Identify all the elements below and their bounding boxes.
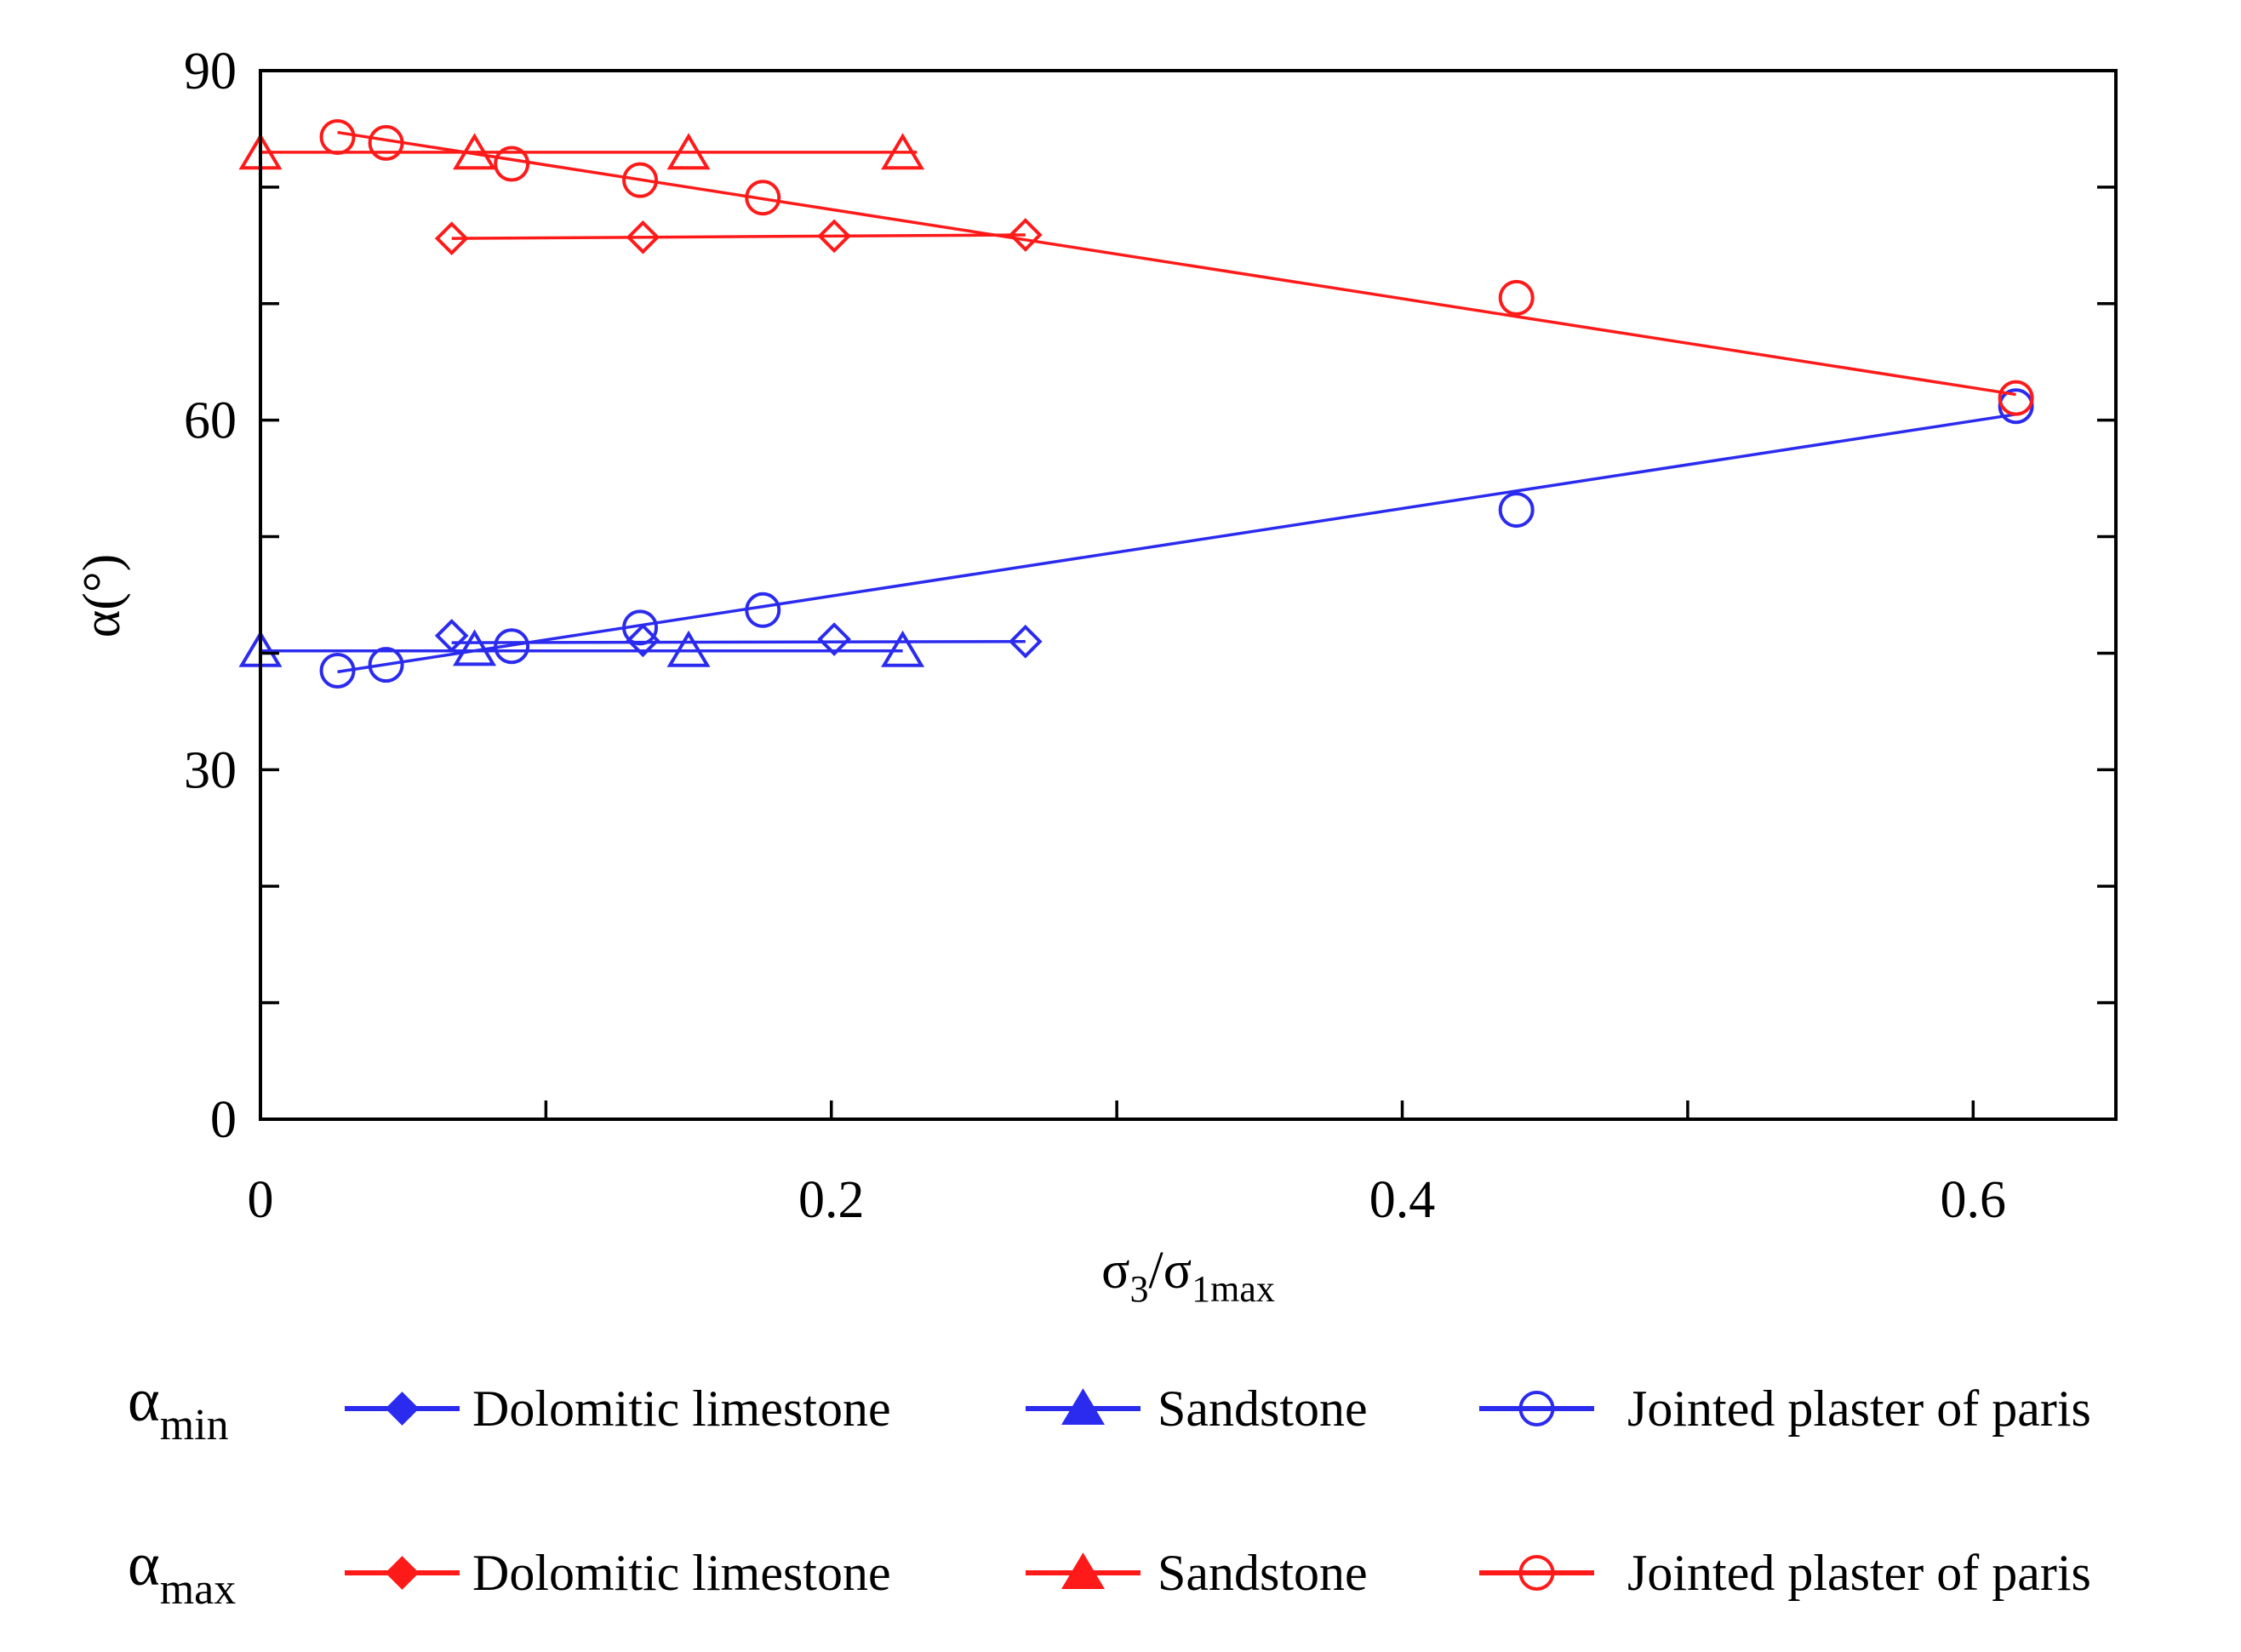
series-line bbox=[451, 233, 1026, 240]
y-tick-label: 30 bbox=[184, 741, 237, 799]
y-tick-label: 60 bbox=[184, 392, 237, 450]
data-point bbox=[745, 592, 781, 628]
data-point bbox=[368, 647, 404, 683]
y-axis-title: α(°) bbox=[73, 554, 131, 638]
legend-label: Sandstone bbox=[1158, 1545, 1368, 1601]
legend-marker bbox=[1518, 1555, 1555, 1591]
data-point bbox=[1498, 492, 1535, 529]
data-point bbox=[494, 628, 530, 665]
series-max-diamond bbox=[434, 218, 1043, 255]
legend-item: Sandstone bbox=[1026, 1545, 1368, 1601]
data-point bbox=[494, 146, 530, 182]
legend-label: Sandstone bbox=[1158, 1380, 1368, 1437]
x-tick-label: 0.4 bbox=[1369, 1171, 1436, 1229]
legend-marker bbox=[385, 1556, 420, 1590]
legend-item: Jointed plaster of paris bbox=[1479, 1545, 2091, 1601]
legend-item: Sandstone bbox=[1026, 1380, 1368, 1437]
data-point bbox=[1009, 624, 1043, 659]
plot-area bbox=[238, 119, 2034, 689]
legend-label: Jointed plaster of paris bbox=[1627, 1545, 2091, 1601]
plot-frame bbox=[259, 69, 2118, 1121]
series-line bbox=[337, 130, 2016, 397]
legend-item: Dolomitic limestone bbox=[345, 1380, 891, 1437]
data-point bbox=[817, 622, 851, 656]
data-point bbox=[319, 652, 356, 689]
legend-row-label-min: αmin bbox=[128, 1366, 229, 1449]
y-tick-label: 0 bbox=[210, 1091, 237, 1149]
data-point bbox=[434, 619, 469, 653]
series-max-circle bbox=[319, 119, 2034, 416]
data-point bbox=[666, 133, 711, 170]
data-point bbox=[881, 630, 925, 667]
series-line bbox=[337, 413, 2016, 674]
legend-label: Jointed plaster of paris bbox=[1627, 1380, 2091, 1437]
legend-label: Dolomitic limestone bbox=[472, 1545, 891, 1601]
axes: 0 30 60 90 0 0.2 0.4 0.6 σ3/σ1max α(°) bbox=[73, 43, 2118, 1310]
data-point bbox=[1998, 388, 2034, 425]
data-point bbox=[1498, 279, 1535, 316]
data-point bbox=[319, 119, 356, 156]
data-point bbox=[622, 609, 659, 646]
data-point bbox=[626, 220, 660, 254]
data-point bbox=[817, 219, 851, 254]
legend-item: Jointed plaster of paris bbox=[1479, 1380, 2091, 1437]
data-point bbox=[745, 180, 781, 216]
data-point bbox=[622, 162, 659, 198]
series-line bbox=[451, 640, 1026, 644]
data-point bbox=[434, 221, 469, 255]
legend-marker bbox=[1518, 1391, 1555, 1426]
data-point bbox=[666, 630, 711, 667]
series-min-circle bbox=[319, 388, 2034, 689]
y-tick-label: 90 bbox=[184, 43, 237, 100]
legend-item: Dolomitic limestone bbox=[345, 1545, 891, 1601]
legend-marker bbox=[1060, 1552, 1106, 1589]
x-tick-label: 0 bbox=[248, 1171, 274, 1229]
data-point bbox=[881, 133, 925, 170]
legend-row-label-max: αmax bbox=[128, 1530, 236, 1614]
legend: αmin Dolomitic limestone Sandstone Jointed … bbox=[128, 1366, 2091, 1614]
data-point bbox=[1009, 218, 1043, 252]
data-point bbox=[1998, 380, 2034, 416]
legend-label: Dolomitic limestone bbox=[472, 1380, 891, 1437]
legend-marker bbox=[1060, 1388, 1106, 1425]
x-axis-title: σ3/σ1max bbox=[1101, 1242, 1275, 1310]
data-point bbox=[368, 124, 404, 161]
x-tick-label: 0.2 bbox=[798, 1171, 865, 1229]
legend-marker bbox=[385, 1392, 420, 1426]
x-tick-label: 0.6 bbox=[1941, 1171, 2007, 1229]
